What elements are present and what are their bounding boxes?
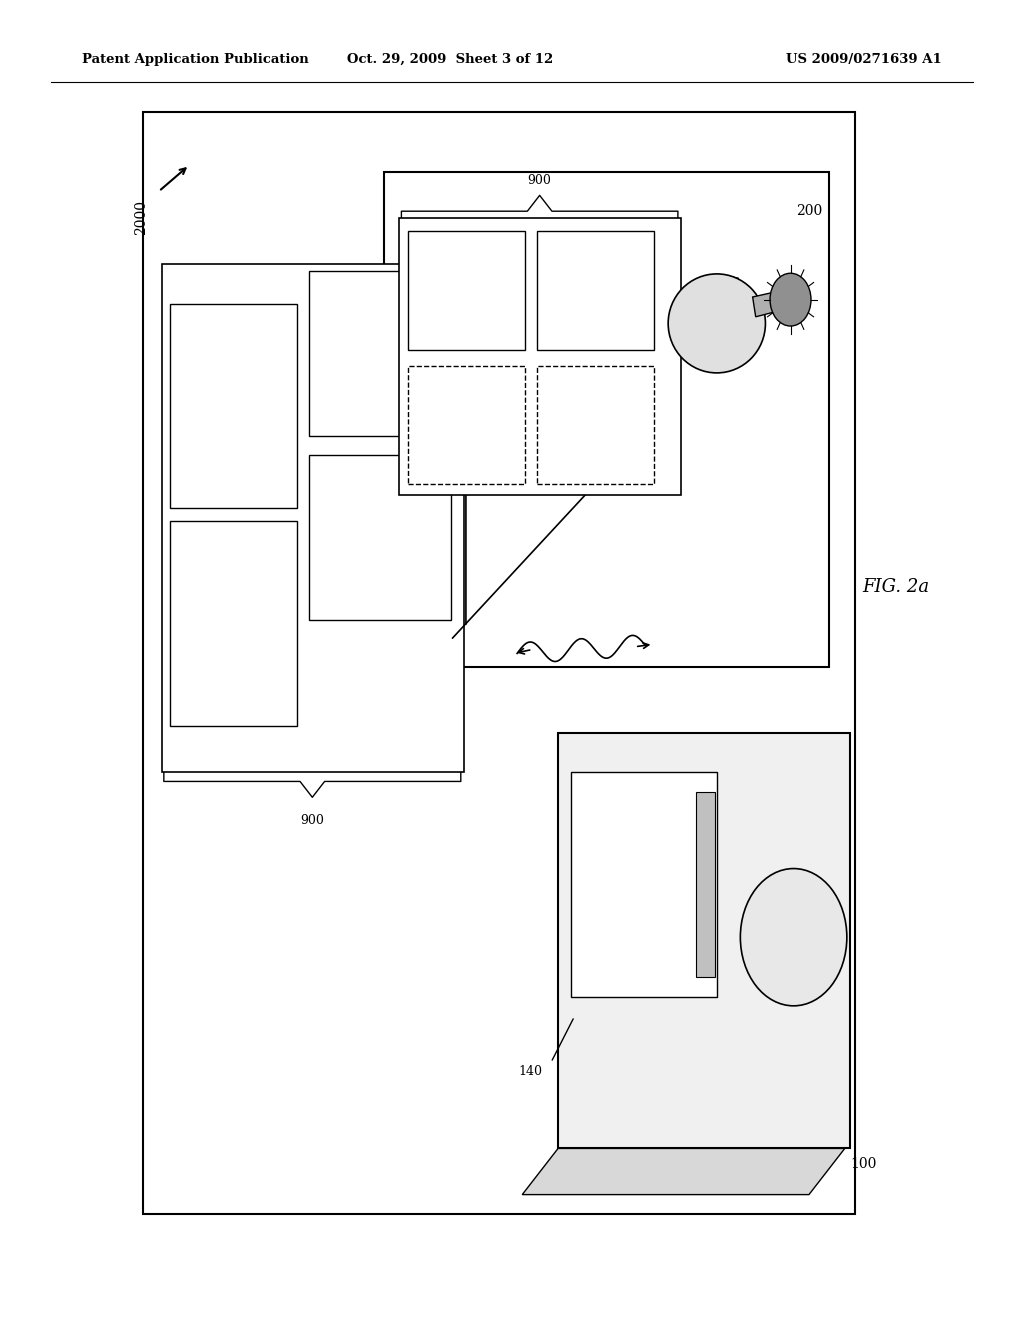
Polygon shape — [571, 772, 717, 997]
Polygon shape — [522, 1148, 845, 1195]
Bar — [309, 271, 451, 436]
Text: UI task
portion
901: UI task portion 901 — [215, 591, 252, 628]
Text: 140: 140 — [519, 1065, 543, 1078]
Text: Patent Application Publication: Patent Application Publication — [82, 53, 308, 66]
Text: FIG. 2a: FIG. 2a — [862, 578, 930, 597]
Text: 100: 100 — [850, 1158, 877, 1171]
Text: decomp task
portion
904: decomp task portion 904 — [346, 506, 414, 543]
Bar — [408, 366, 525, 484]
Text: UI task
portion
909: UI task portion 909 — [578, 265, 612, 302]
Bar — [408, 231, 525, 350]
Bar — [162, 264, 464, 772]
Text: Oct. 29, 2009  Sheet 3 of 12: Oct. 29, 2009 Sheet 3 of 12 — [347, 53, 554, 66]
Text: US 2009/0271639 A1: US 2009/0271639 A1 — [786, 53, 942, 66]
Bar — [170, 521, 297, 726]
Ellipse shape — [668, 275, 766, 374]
Bar — [143, 112, 855, 1214]
Text: 240: 240 — [632, 339, 655, 352]
Text: 200: 200 — [796, 203, 822, 218]
Text: 900: 900 — [300, 814, 325, 828]
Bar — [537, 366, 654, 484]
Circle shape — [740, 869, 847, 1006]
Bar — [696, 792, 715, 977]
Bar — [537, 231, 654, 350]
Polygon shape — [753, 288, 797, 317]
Bar — [384, 172, 829, 667]
Polygon shape — [558, 733, 850, 1148]
Circle shape — [770, 273, 811, 326]
Text: comm task
portion
902: comm task portion 902 — [205, 371, 262, 408]
Text: comm task
portion
908: comm task portion 908 — [439, 265, 493, 302]
Text: 900: 900 — [527, 174, 552, 187]
Text: adjusting
task portion
905: adjusting task portion 905 — [348, 318, 412, 355]
Bar — [399, 218, 681, 495]
Text: 2000: 2000 — [134, 201, 148, 235]
Bar — [309, 455, 451, 620]
Bar — [170, 304, 297, 508]
